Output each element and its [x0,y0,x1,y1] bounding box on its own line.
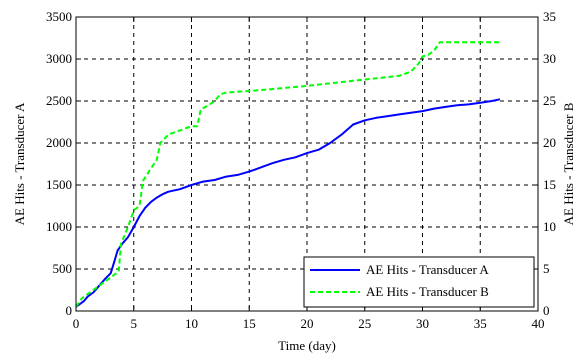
x-tick-label: 10 [185,316,198,331]
x-tick-label: 15 [243,316,256,331]
right-y-tick-label: 10 [543,219,556,234]
right-y-tick-label: 30 [543,51,556,66]
left-y-tick-labels: 0 500 1000 1500 2000 2500 3000 3500 [46,9,72,318]
right-y-tick-label: 5 [543,261,550,276]
left-y-tick-label: 0 [66,303,73,318]
x-tick-label: 30 [416,316,429,331]
x-axis-label: Time (day) [278,338,336,353]
right-y-tick-label: 15 [543,177,556,192]
right-y-tick-label: 0 [543,303,550,318]
left-y-axis-label: AE Hits - Transducer A [12,102,27,225]
right-y-tick-labels: 0 5 10 15 20 25 30 35 [543,9,556,318]
right-y-tick-label: 35 [543,9,556,24]
left-y-tick-label: 2000 [46,135,72,150]
right-y-axis-label: AE Hits - Transducer B [561,102,576,225]
x-tick-labels: 0 5 10 15 20 25 30 35 40 [73,316,545,331]
left-y-tick-label: 1500 [46,177,72,192]
right-y-tick-label: 25 [543,93,556,108]
left-y-tick-label: 3000 [46,51,72,66]
legend-box [303,256,535,308]
legend-label-transducer-a: AE Hits - Transducer A [366,262,489,277]
x-tick-label: 40 [532,316,545,331]
right-y-tick-label: 20 [543,135,556,150]
left-y-tick-label: 500 [53,261,73,276]
left-y-tick-label: 2500 [46,93,72,108]
x-tick-label: 0 [73,316,80,331]
left-y-tick-label: 1000 [46,219,72,234]
series-line-transducer-b [75,41,500,308]
legend: AE Hits - Transducer A AE Hits - Transdu… [303,256,535,308]
x-tick-label: 25 [358,316,371,331]
x-tick-label: 35 [474,316,487,331]
x-tick-label: 5 [131,316,138,331]
tick-marks [75,16,539,312]
series-layer [75,41,501,308]
legend-label-transducer-b: AE Hits - Transducer B [366,284,489,299]
series-line-transducer-a [75,98,501,308]
left-y-tick-label: 3500 [46,9,72,24]
x-tick-label: 20 [301,316,314,331]
